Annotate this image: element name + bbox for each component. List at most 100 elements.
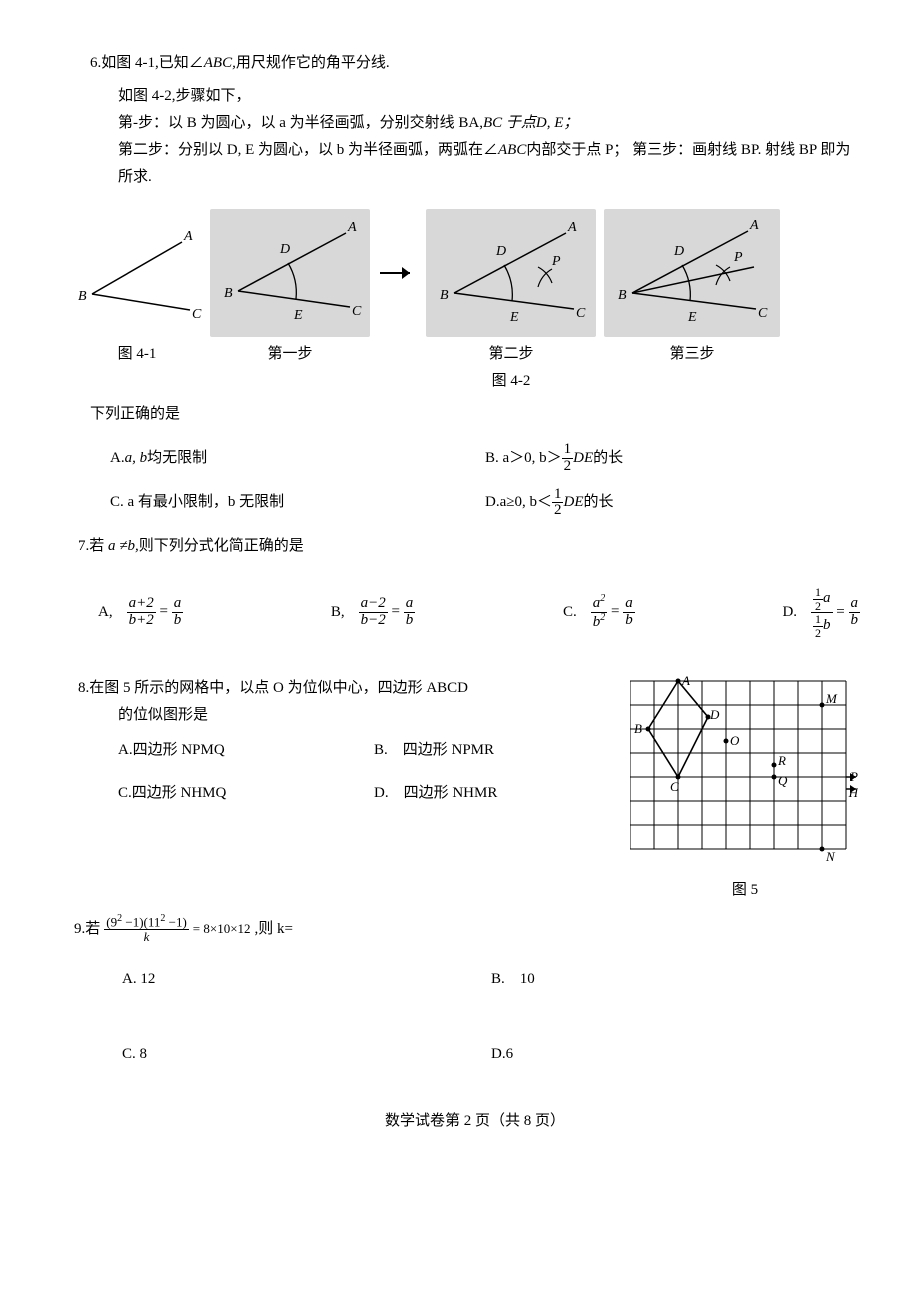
label: 第一步 xyxy=(210,341,370,395)
den: 2 xyxy=(552,503,564,519)
svg-text:A: A xyxy=(681,675,690,688)
fraction: (92 −1)(112 −1) k xyxy=(104,914,189,944)
text-italic: a ≠b, xyxy=(108,538,139,554)
q6-diagrams: A B C A B C D E A B xyxy=(72,209,860,337)
question-6: 6.如图 4-1,已知∠ABC,用尺规作它的角平分线. 如图 4-2,步骤如下，… xyxy=(90,50,860,519)
option-d: D.a≥0, b＜ 12 DE的长 xyxy=(485,487,860,520)
svg-text:P: P xyxy=(733,250,743,265)
option-a: A. a, b均无限制 xyxy=(110,442,485,475)
q6-options: A. a, b均无限制 B. a＞0, b＞ 12 DE的长 C. a 有最小限… xyxy=(110,442,860,519)
label: 图 4-1 xyxy=(72,341,202,395)
num: a xyxy=(623,596,635,613)
option-c: C. a 有最小限制，b 无限制 xyxy=(110,487,485,520)
text: 的长 xyxy=(583,489,613,516)
svg-text:E: E xyxy=(509,310,519,325)
den: b−2 xyxy=(359,613,388,629)
fraction-half: 12 xyxy=(552,487,564,520)
var: a xyxy=(823,591,831,607)
num: 1 xyxy=(562,442,574,459)
label: 第三步 xyxy=(604,341,780,395)
label-group: 第二步 图 4-2 xyxy=(426,341,596,395)
option-a: A.四边形 NPMQ xyxy=(118,737,374,764)
text: 9.若 xyxy=(74,916,100,943)
fraction: a−2b−2 xyxy=(359,596,388,629)
num: a xyxy=(172,596,184,613)
svg-text:P: P xyxy=(551,254,561,269)
text: 第-步：以 B 为圆心，以 a 为半径画弧，分别交射线 BA, xyxy=(118,115,483,131)
diagram-step2: A B C D E P xyxy=(426,209,596,337)
option-d: D. 12a 12b = ab xyxy=(782,586,860,639)
den: 2 xyxy=(562,459,574,475)
text: 的长 xyxy=(593,445,623,472)
fraction: ab xyxy=(172,596,184,629)
q7-title: 7.若 a ≠b,则下列分式化简正确的是 xyxy=(78,533,860,560)
svg-text:A: A xyxy=(567,220,577,235)
diagram-step1: A B C D E xyxy=(210,209,370,337)
option-c: C.四边形 NHMQ xyxy=(118,780,374,807)
option-c: C. a2b2 = ab xyxy=(563,594,635,631)
question-9: 9.若 (92 −1)(112 −1) k = 8×10×12 ,则 k= A.… xyxy=(74,914,860,1068)
svg-text:B: B xyxy=(78,289,87,304)
num: a+2 xyxy=(127,596,156,613)
svg-text:A: A xyxy=(183,229,193,244)
fraction: ab xyxy=(404,596,416,629)
num: 1 xyxy=(552,487,564,504)
q7-options: A, a+2b+2 = ab B, a−2b−2 = ab C. a2b2 = … xyxy=(98,586,860,639)
num: a2 xyxy=(591,594,608,613)
svg-text:B: B xyxy=(618,288,627,303)
text-italic: DE xyxy=(573,445,593,472)
den: b xyxy=(623,613,635,629)
fraction: ab xyxy=(849,596,861,629)
text-italic: DE xyxy=(563,489,583,516)
den: b xyxy=(404,613,416,629)
option-a: A, a+2b+2 = ab xyxy=(98,596,183,629)
svg-text:H: H xyxy=(848,785,858,800)
svg-text:B: B xyxy=(440,288,449,303)
q6-step2: 第二步：分别以 D, E 为圆心，以 b 为半径画弧，两弧在∠ABC内部交于点 … xyxy=(118,137,860,191)
svg-text:O: O xyxy=(730,733,740,748)
svg-text:A: A xyxy=(347,220,357,235)
svg-text:D: D xyxy=(495,244,506,259)
svg-text:N: N xyxy=(825,849,836,864)
text: 第二步：分别以 D, E 为圆心，以 b 为半径画弧，两弧在∠ xyxy=(118,142,498,158)
option-d: D. 四边形 NHMR xyxy=(374,780,630,807)
q6-line2: 如图 4-2,步骤如下， xyxy=(118,83,860,110)
svg-text:D: D xyxy=(709,707,720,722)
svg-text:R: R xyxy=(777,753,786,768)
svg-text:D: D xyxy=(673,244,684,259)
svg-text:C: C xyxy=(670,779,679,794)
text-italic: ABC, xyxy=(204,55,236,71)
spacer xyxy=(378,341,418,395)
option-c: C. 8 xyxy=(122,1041,491,1068)
text: B. a＞0, b＞ xyxy=(485,445,562,472)
svg-text:C: C xyxy=(576,306,586,321)
svg-text:M: M xyxy=(825,691,838,706)
svg-text:P: P xyxy=(849,769,858,784)
diagram-step3: A B C D E P xyxy=(604,209,780,337)
question-7: 7.若 a ≠b,则下列分式化简正确的是 A, a+2b+2 = ab B, a… xyxy=(78,533,860,639)
complex-fraction: 12a 12b xyxy=(811,586,833,639)
text: ,则 k= xyxy=(255,916,293,943)
den: b+2 xyxy=(127,613,156,629)
q9-title: 9.若 (92 −1)(112 −1) k = 8×10×12 ,则 k= xyxy=(74,914,860,944)
num: a−2 xyxy=(359,596,388,613)
svg-text:B: B xyxy=(224,286,233,301)
q8-title: 8.在图 5 所示的网格中，以点 O 为位似中心，四边形 ABCD xyxy=(78,675,630,702)
svg-text:D: D xyxy=(279,242,290,257)
text: 7.若 xyxy=(78,538,108,554)
page-footer: 数学试卷第 2 页（共 8 页） xyxy=(90,1108,860,1135)
svg-text:E: E xyxy=(687,310,697,325)
arrow-icon xyxy=(378,258,418,288)
angle-icon: A B C xyxy=(72,214,202,332)
svg-text:E: E xyxy=(293,308,303,323)
text-italic: a, b xyxy=(125,445,148,472)
diagram-4-1: A B C xyxy=(72,214,202,332)
var: b xyxy=(823,618,831,634)
text: 则下列分式化简正确的是 xyxy=(139,538,304,554)
text: 用尺规作它的角平分线. xyxy=(236,55,390,71)
fraction: a+2b+2 xyxy=(127,596,156,629)
eq: = 8×10×12 xyxy=(193,917,251,940)
label: D. xyxy=(782,599,797,626)
text-italic: ABC xyxy=(498,142,526,158)
svg-text:A: A xyxy=(749,218,759,233)
